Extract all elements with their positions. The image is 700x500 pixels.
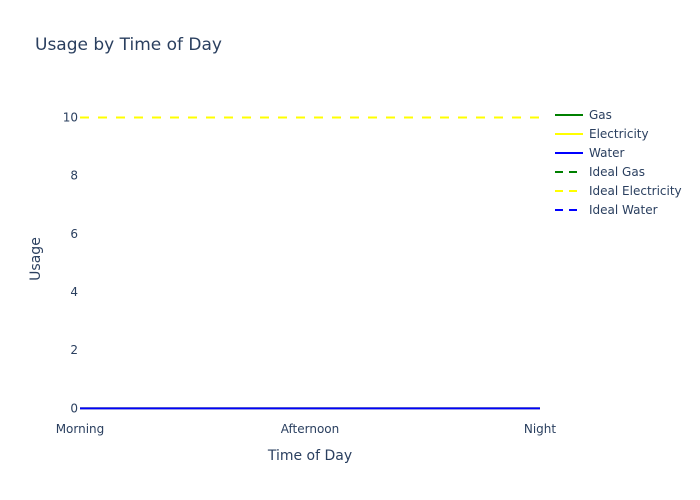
plot-area bbox=[80, 116, 540, 410]
y-tick-label: 10 bbox=[63, 110, 78, 124]
legend-label-water: Water bbox=[589, 146, 625, 160]
y-tick-label: 4 bbox=[70, 285, 78, 299]
x-axis-title: Time of Day bbox=[267, 448, 352, 464]
legend: Gas Electricity Water Ideal Gas Ideal Electr… bbox=[555, 108, 682, 217]
x-tick-label: Morning bbox=[56, 422, 105, 436]
y-tick-label: 8 bbox=[70, 169, 78, 183]
y-axis-title: Usage bbox=[28, 237, 44, 281]
y-tick-label: 0 bbox=[70, 401, 78, 415]
y-axis-ticks: 0 2 4 6 8 10 bbox=[63, 110, 78, 415]
y-tick-label: 6 bbox=[70, 227, 78, 241]
legend-label-ideal-water: Ideal Water bbox=[589, 203, 658, 217]
x-tick-label: Afternoon bbox=[281, 422, 340, 436]
legend-label-gas: Gas bbox=[589, 108, 612, 122]
legend-label-ideal-electricity: Ideal Electricity bbox=[589, 184, 682, 198]
legend-label-electricity: Electricity bbox=[589, 127, 649, 141]
x-axis-ticks: Morning Afternoon Night bbox=[56, 422, 557, 436]
legend-label-ideal-gas: Ideal Gas bbox=[589, 165, 645, 179]
y-tick-label: 2 bbox=[70, 343, 78, 357]
x-tick-label: Night bbox=[524, 422, 557, 436]
chart-title: Usage by Time of Day bbox=[35, 35, 222, 55]
